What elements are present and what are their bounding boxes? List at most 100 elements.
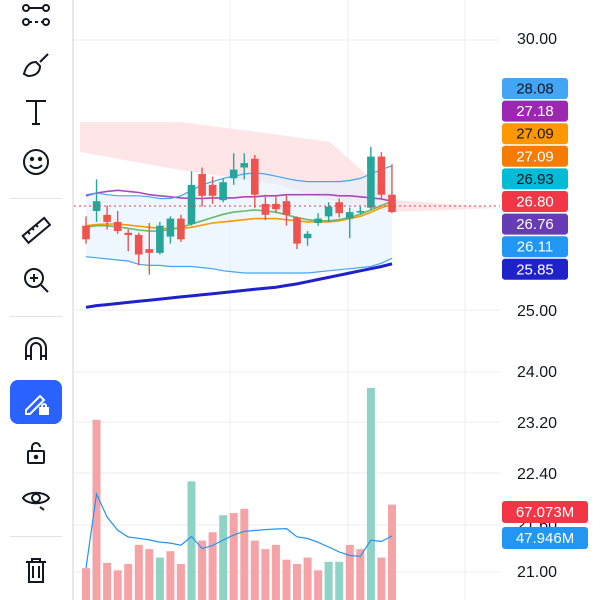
price-tag <box>502 78 568 99</box>
candle-body <box>377 156 386 195</box>
axis-label: 30.00 <box>517 31 557 48</box>
volume-bar <box>377 557 386 600</box>
candle-body <box>335 202 343 214</box>
volume-bar <box>261 549 270 600</box>
ichimoku-cloud <box>80 122 500 212</box>
volume-bar <box>198 540 207 600</box>
text-tool-icon[interactable] <box>10 90 62 134</box>
candle-body <box>229 169 238 179</box>
volume-bar <box>366 388 375 600</box>
volume-tag <box>502 527 588 549</box>
candle-body <box>124 232 132 235</box>
volume-ma-line <box>85 491 393 569</box>
candle-body <box>324 206 333 217</box>
price-tag <box>502 213 568 235</box>
axis-label: 21.00 <box>517 564 557 581</box>
volume-bar <box>113 570 122 600</box>
price-tags: 28.08 27.18 27.09 27.09 26.93 26.80 26.76 26.11… <box>502 78 568 280</box>
chart-grid <box>74 0 500 600</box>
axis-label: 23.20 <box>517 415 557 432</box>
emoji-tool-icon[interactable] <box>10 140 62 184</box>
magnet-icon[interactable] <box>10 328 62 372</box>
price-tag <box>502 100 568 122</box>
price-tag-label: 26.93 <box>516 171 554 188</box>
volume-bar <box>324 561 333 600</box>
drawing-toolbar <box>0 0 74 600</box>
price-tag <box>502 145 568 167</box>
volume-tag <box>502 501 588 523</box>
price-chart[interactable]: 30.00 25.00 24.00 23.20 22.40 21.60 21.0… <box>74 0 600 600</box>
volume-bar <box>134 544 143 600</box>
candle-body <box>293 217 301 244</box>
bb-lower-line <box>85 256 393 274</box>
zoom-in-tool-icon[interactable] <box>10 258 62 302</box>
indicator-lines <box>85 165 393 309</box>
candle-body <box>198 174 206 196</box>
candlesticks <box>82 146 396 275</box>
ruler-tool-icon[interactable] <box>10 208 62 252</box>
candle-body <box>356 211 365 213</box>
volume-bar <box>335 561 344 600</box>
volume-bar <box>388 504 396 600</box>
volume-bar <box>155 557 164 600</box>
axis-label: 22.40 <box>517 466 557 483</box>
candle-body <box>82 225 90 240</box>
candle-body <box>282 201 291 215</box>
volume-bar <box>124 564 133 600</box>
volume-tag-label: 47.946M <box>516 530 574 547</box>
unlock-icon[interactable] <box>10 430 62 474</box>
candle-body <box>367 156 375 208</box>
volume-bar <box>229 513 238 600</box>
candle-body <box>208 184 217 196</box>
candle-body <box>303 233 312 239</box>
candle-body <box>177 218 185 240</box>
volume-bar <box>145 549 154 600</box>
volume-bar <box>82 568 90 600</box>
candle-body <box>92 201 101 211</box>
price-tag <box>502 168 568 190</box>
volume-bar <box>356 549 365 600</box>
candle-body <box>156 225 164 253</box>
price-tag-label: 28.08 <box>516 81 554 98</box>
price-tag-label: 25.85 <box>516 261 554 278</box>
candle-body <box>187 184 196 225</box>
toolbar-divider <box>10 198 62 199</box>
volume-bar <box>293 564 301 600</box>
price-tag-label: 27.09 <box>516 126 554 143</box>
candle-body <box>134 234 143 255</box>
ma-purple-line <box>85 189 393 202</box>
volume-bar <box>240 508 249 600</box>
bb-upper-line <box>85 165 393 200</box>
candle-body <box>103 214 111 222</box>
axis-label: 25.00 <box>517 303 557 320</box>
price-tag <box>502 236 568 258</box>
candle-body <box>219 182 227 201</box>
cloud-area <box>80 122 500 212</box>
price-tag <box>502 258 568 280</box>
ma-green-line <box>85 200 393 232</box>
price-tag <box>502 123 568 145</box>
long-ma-line <box>85 262 393 309</box>
candle-body <box>240 163 248 168</box>
lock-drawings-icon[interactable] <box>10 380 62 424</box>
trend-line-tool-icon[interactable] <box>10 0 62 38</box>
candle-body <box>314 218 322 223</box>
brush-tool-icon[interactable] <box>10 42 62 86</box>
trash-icon[interactable] <box>10 548 62 592</box>
candle-body <box>388 194 396 213</box>
candle-body <box>145 249 154 253</box>
candle-body <box>166 218 175 237</box>
price-tag-label: 27.18 <box>516 103 554 120</box>
volume-tags: 67.073M 47.946M <box>502 501 588 549</box>
candle-body <box>261 203 270 215</box>
eye-icon[interactable] <box>10 476 62 520</box>
volume-bar <box>92 419 101 600</box>
ma-orange-line <box>85 203 393 230</box>
toolbar-divider <box>10 316 62 317</box>
price-tag-label: 26.76 <box>516 216 554 233</box>
volume-bar <box>314 570 323 600</box>
price-tag-label: 26.11 <box>517 239 553 256</box>
volume-bar <box>345 544 354 600</box>
price-tag-label: 27.09 <box>516 148 554 165</box>
volume-bar <box>208 532 217 600</box>
